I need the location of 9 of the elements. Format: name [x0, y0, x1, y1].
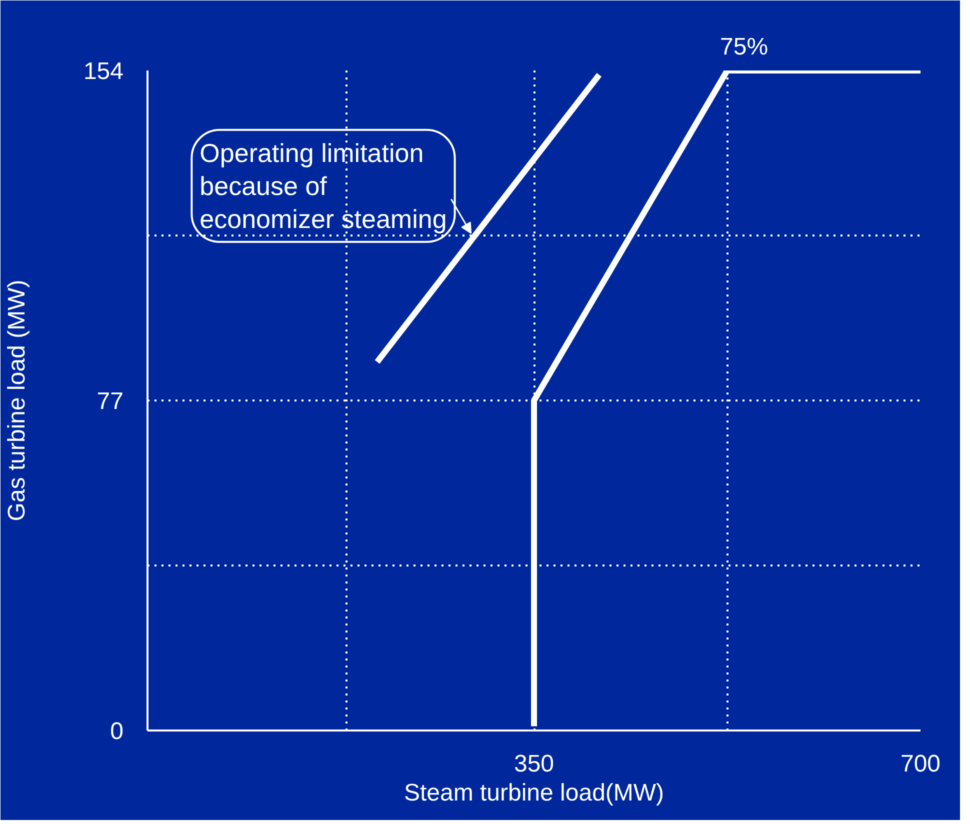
- y-axis-title: Gas turbine load (MW): [3, 280, 30, 522]
- annotation: 75%: [720, 34, 768, 60]
- y-tick-label: 0: [110, 718, 124, 745]
- x-axis-title: Steam turbine load(MW): [404, 780, 664, 806]
- y-tick-label: 154: [83, 58, 124, 85]
- annotation: Operating limitation because of economizer steaming: [200, 138, 447, 234]
- x-tick-label: 350: [514, 750, 554, 778]
- x-tick-label: 700: [900, 750, 941, 778]
- y-tick-label: 77: [96, 388, 124, 415]
